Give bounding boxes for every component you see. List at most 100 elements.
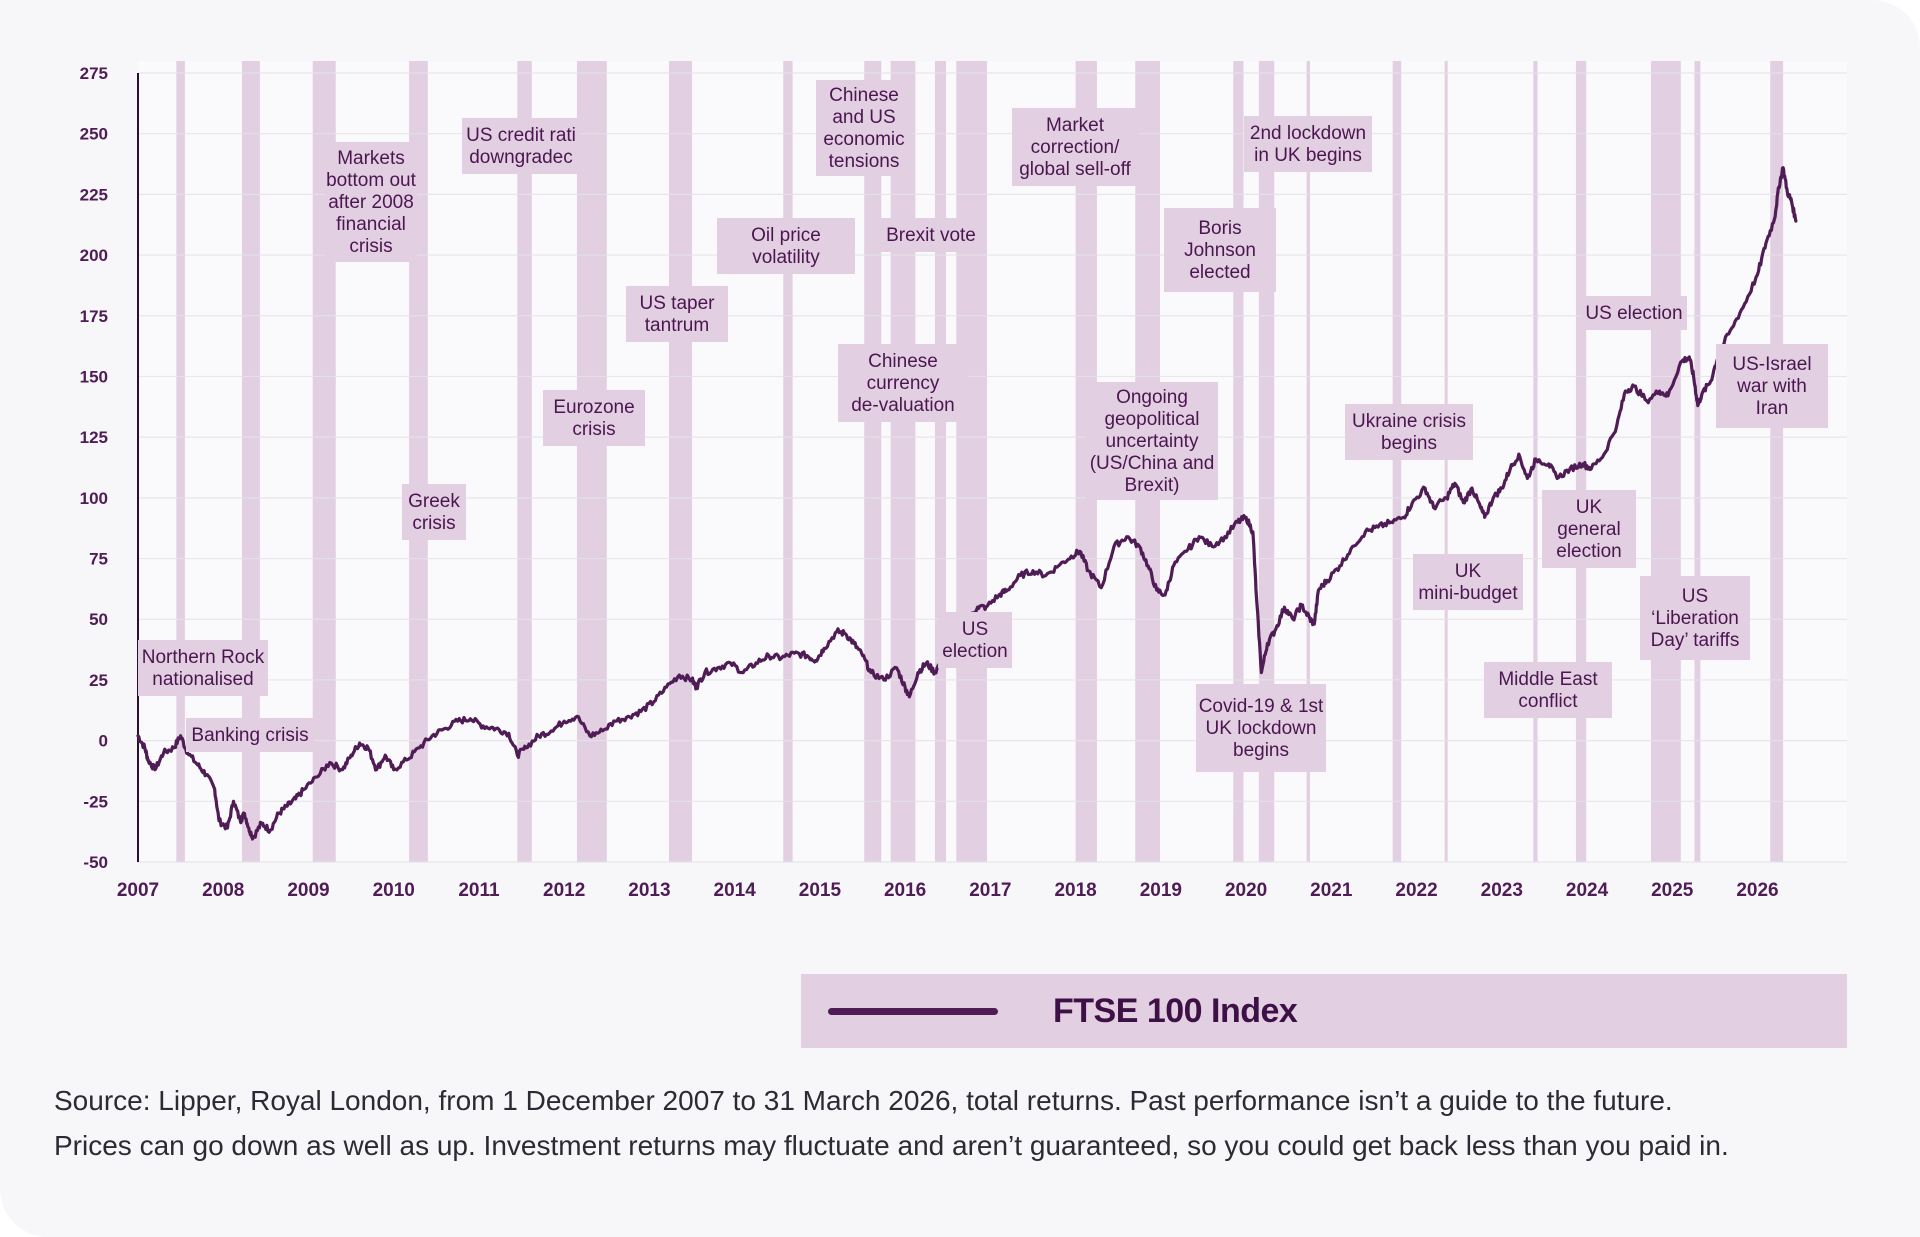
x-tick-label: 2013 [628, 880, 670, 901]
annotation-box-16 [1244, 116, 1372, 172]
event-band-11 [934, 61, 947, 862]
series-line-group [136, 166, 1798, 841]
annotation-label: US [1682, 586, 1708, 607]
annotation-label: financial [336, 214, 406, 235]
annotation-box-9 [816, 80, 912, 176]
annotation-label: elected [1189, 262, 1250, 283]
annotation-label: US credit rati [466, 125, 576, 146]
annotation-box-5 [462, 118, 580, 174]
event-band-5 [517, 61, 532, 862]
annotation-box-15 [1164, 208, 1276, 292]
y-tick-label: 175 [80, 307, 108, 326]
annotation-label: Ongoing [1116, 387, 1188, 408]
annotation-label: Greek [408, 491, 460, 512]
annotation-label: tensions [829, 151, 900, 172]
annotation-label: Oil price [751, 225, 821, 246]
x-tick-label: 2018 [1054, 880, 1096, 901]
y-tick-label: 250 [80, 125, 108, 144]
x-tick-label: 2022 [1395, 880, 1437, 901]
x-tick-label: 2012 [543, 880, 585, 901]
annotation-box-21 [1542, 490, 1636, 568]
annotation-box-23 [1640, 576, 1750, 660]
footnote: Source: Lipper, Royal London, from 1 Dec… [54, 1078, 1894, 1168]
annotation-label: nationalised [152, 669, 253, 690]
event-band-17 [1306, 61, 1311, 862]
annotation-box-17 [1196, 684, 1326, 772]
annotation-label: 2nd lockdown [1250, 123, 1366, 144]
y-tick-label: -25 [83, 792, 108, 811]
annotation-label: Chinese [829, 85, 899, 106]
annotation-label: Boris [1198, 218, 1241, 239]
annotation-label: (US/China and [1090, 453, 1215, 474]
annotation-box-22 [1581, 296, 1687, 330]
event-band-7 [669, 61, 693, 862]
annotation-label: Northern Rock [142, 647, 265, 668]
annotation-label: Covid-19 & 1st [1199, 696, 1324, 717]
annotation-label: and US [832, 107, 895, 128]
annotation-label: Markets [337, 148, 405, 169]
footnote-line-1: Source: Lipper, Royal London, from 1 Dec… [54, 1085, 1673, 1116]
event-band-21 [1575, 61, 1587, 862]
x-tick-label: 2017 [969, 880, 1011, 901]
annotation-box-18 [1345, 404, 1473, 460]
event-band-10 [890, 61, 916, 862]
annotation-label: UK [1455, 561, 1482, 582]
x-tick-label: 2014 [714, 880, 757, 901]
x-tick-label: 2021 [1310, 880, 1353, 901]
annotation-label: US [962, 619, 988, 640]
annotation-label: conflict [1518, 691, 1578, 712]
annotation-label: tantrum [645, 315, 709, 336]
annotation-box-20 [1484, 662, 1612, 718]
y-tick-label: 275 [80, 64, 108, 83]
event-band-18 [1392, 61, 1402, 862]
annotation-label: in UK begins [1254, 145, 1362, 166]
event-band-19 [1444, 61, 1448, 862]
annotation-label: Market [1046, 115, 1105, 136]
annotation-label: war with [1736, 376, 1807, 397]
x-tick-label: 2024 [1566, 880, 1609, 901]
x-tick-label: 2025 [1651, 880, 1694, 901]
event-band-24 [1770, 61, 1784, 862]
series-line-1 [136, 166, 1798, 841]
annotation-label: global sell-off [1019, 159, 1131, 180]
legend-swatch [828, 1008, 998, 1015]
annotation-label: after 2008 [328, 192, 414, 213]
y-tick-label: 0 [99, 732, 108, 751]
footnote-line-2: Prices can go down as well as up. Invest… [54, 1130, 1729, 1161]
y-tick-label: 100 [80, 489, 108, 508]
annotation-label: geopolitical [1104, 409, 1199, 430]
y-tick-label: 150 [80, 367, 108, 386]
annotation-label: currency [867, 373, 940, 394]
event-band-9 [864, 61, 882, 862]
annotation-label: Johnson [1184, 240, 1256, 261]
event-band-6 [576, 61, 607, 862]
annotation-label: US taper [640, 293, 716, 314]
x-tick-label: 2020 [1225, 880, 1267, 901]
y-tick-label: 125 [80, 428, 108, 447]
x-tick-label: 2016 [884, 880, 926, 901]
annotation-label: Chinese [868, 351, 938, 372]
annotation-label: begins [1381, 433, 1437, 454]
legend: FTSE 100 Index [801, 974, 1847, 1048]
annotation-label: de-valuation [851, 395, 955, 416]
y-tick-label: -50 [83, 853, 108, 872]
annotation-label: begins [1233, 740, 1289, 761]
annotation-label: election [942, 641, 1008, 662]
annotation-label: uncertainty [1106, 431, 1199, 452]
event-band-12 [956, 61, 987, 862]
x-tick-label: 2026 [1736, 880, 1778, 901]
annotation-box-4 [402, 484, 466, 540]
annotation-box-10 [877, 218, 985, 252]
annotation-label: Middle East [1498, 669, 1598, 690]
x-tick-label: 2009 [287, 880, 329, 901]
x-tick-label: 2011 [458, 880, 500, 901]
y-tick-label: 225 [80, 185, 108, 204]
annotation-label: bottom out [326, 170, 416, 191]
annotation-label: mini-budget [1418, 583, 1518, 604]
annotation-box-24 [1716, 344, 1828, 428]
event-band-23 [1694, 61, 1701, 862]
chart-svg: 2752502252001751501251007550250-25-50200… [80, 61, 1847, 901]
annotation-label: crisis [412, 513, 455, 534]
annotation-label: UK [1576, 497, 1603, 518]
